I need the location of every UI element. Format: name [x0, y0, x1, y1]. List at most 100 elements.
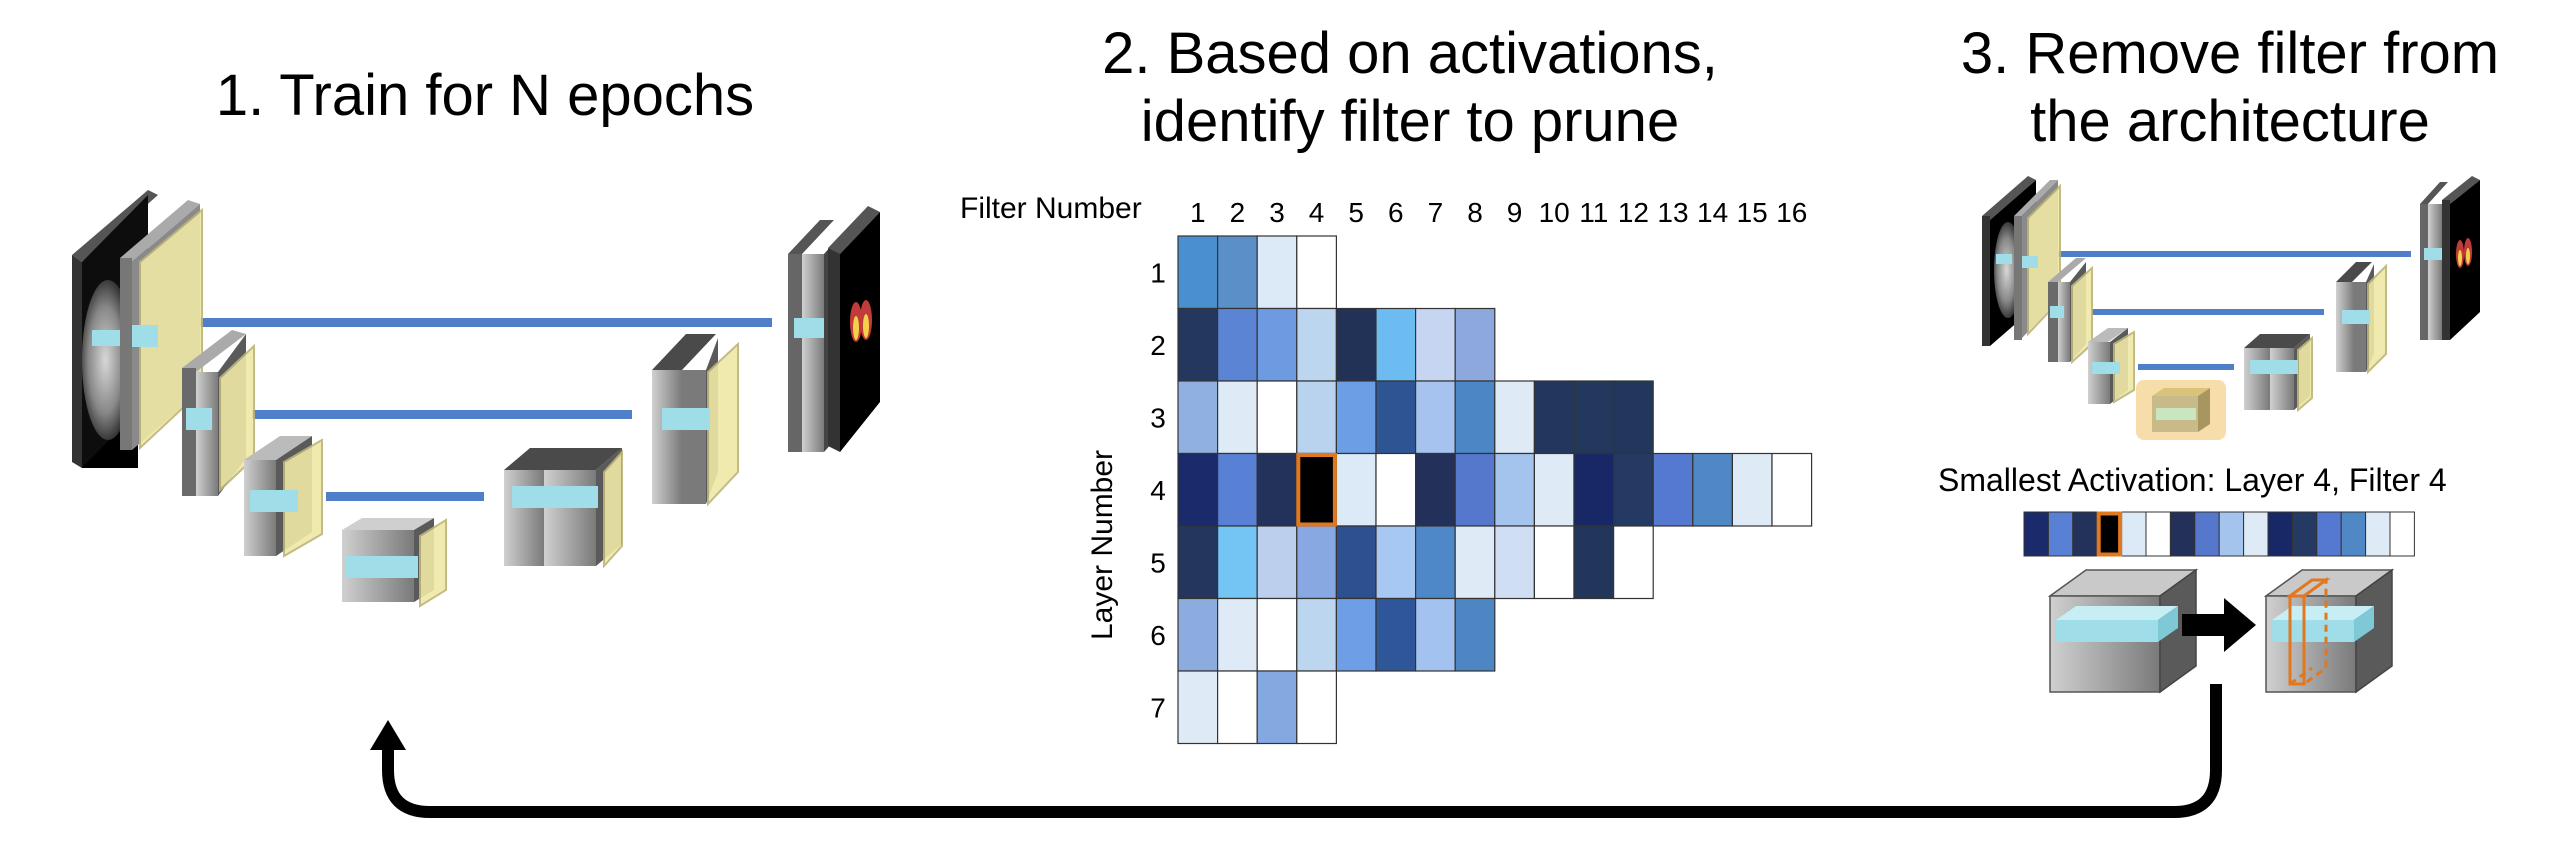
grid-cell-L6-F5 [1335, 597, 1377, 672]
grid-cell-L6-F8 [1454, 597, 1496, 672]
grid-cell-L4-F6 [1375, 452, 1417, 527]
grid-cell-L3-F3 [1256, 380, 1298, 455]
filter-number-tick: 16 [1776, 197, 1807, 228]
grid-cell-L5-F1 [1177, 525, 1219, 600]
grid-cell-L4-F8 [1454, 452, 1496, 527]
strip-cell [2340, 511, 2367, 557]
layer-block-after-pruning [2263, 568, 2395, 694]
decoder-block-3 [2244, 334, 2313, 413]
strip-cell [2389, 511, 2415, 557]
strip-highlight-outline [2096, 511, 2123, 557]
filter-number-tick: 6 [1388, 197, 1404, 228]
decoder-block-1 [788, 220, 840, 452]
grid-cell-L3-F9 [1494, 380, 1536, 455]
grid-cell-L5-F12 [1612, 525, 1654, 600]
grid-cell-L4-F10 [1533, 452, 1575, 527]
grid-cell-L1-F1 [1177, 235, 1219, 310]
grid-cell-L3-F12 [1612, 380, 1654, 455]
step2-title-line2: identify filter to prune [1140, 89, 1680, 154]
filter-number-ticks: 1 2 3 4 5 6 7 8 9 10 11 12 13 14 15 16 [1190, 197, 1807, 228]
strip-cell [2316, 511, 2342, 557]
grid-cell-L1-F3 [1256, 235, 1298, 310]
grid-cell-L5-F11 [1573, 525, 1615, 600]
step3-title: 3. Remove filter from the architecture [1900, 20, 2552, 156]
grid-cell-L4-F9 [1494, 452, 1536, 527]
layer4-activation-strip [2023, 511, 2415, 557]
strip-cell [2365, 511, 2391, 557]
filter-number-tick: 4 [1309, 197, 1325, 228]
step2-title-line1: 2. Based on activations, [1102, 21, 1718, 86]
grid-cell-L7-F3 [1256, 670, 1298, 745]
grid-cell-L5-F5 [1335, 525, 1377, 600]
grid-cell-L4-F14 [1692, 452, 1734, 527]
layer-number-tick: 6 [1150, 620, 1166, 651]
grid-cell-L2-F4 [1296, 307, 1338, 382]
strip-cell [2145, 511, 2171, 557]
filter-number-tick: 2 [1230, 197, 1246, 228]
grid-cell-L4-F4 [1296, 452, 1338, 527]
filter-number-tick: 12 [1618, 197, 1649, 228]
grid-cell-L4-F1 [1177, 452, 1219, 527]
grid-cell-L7-F1 [1177, 670, 1219, 745]
strip-cell [2121, 511, 2147, 557]
unet-architecture-full [72, 190, 880, 608]
grid-cell-L5-F3 [1256, 525, 1298, 600]
decoder-block-2 [652, 334, 739, 507]
filter-number-tick: 11 [1579, 197, 1608, 228]
filter-number-tick: 8 [1467, 197, 1483, 228]
grid-cell-L3-F5 [1335, 380, 1377, 455]
lowest-activation-highlight [1296, 453, 1337, 527]
return-loop-arrow [370, 684, 2222, 818]
skip-connection [2055, 251, 2411, 257]
grid-cell-L4-F5 [1335, 452, 1377, 527]
grid-cell-L2-F2 [1216, 307, 1258, 382]
decoder-block-3 [504, 448, 623, 569]
layer-number-ticks: 1 2 3 4 5 6 7 [1150, 257, 1166, 723]
bottleneck-block-highlighted [2136, 380, 2226, 440]
grid-cell-L5-F6 [1375, 525, 1417, 600]
layer-number-tick: 3 [1150, 402, 1166, 433]
grid-cell-L5-F9 [1494, 525, 1536, 600]
grid-cell-L6-F3 [1256, 597, 1298, 672]
step2-title: 2. Based on activations, identify filter… [1050, 20, 1770, 156]
step3-title-line2: the architecture [2030, 89, 2430, 154]
grid-cell-L2-F7 [1414, 307, 1456, 382]
unet-architecture-pruned [1982, 176, 2480, 440]
output-segmentation [828, 206, 880, 452]
strip-cell [2218, 511, 2245, 557]
grid-cell-L3-F11 [1573, 380, 1615, 455]
grid-cell-L4-F2 [1216, 452, 1258, 527]
removed-filter-outline [2285, 577, 2331, 687]
filter-number-tick: 9 [1507, 197, 1523, 228]
activation-grid [1177, 235, 1813, 745]
filter-number-tick: 14 [1697, 197, 1728, 228]
filter-number-tick: 3 [1269, 197, 1285, 228]
filter-number-tick: 1 [1190, 197, 1206, 228]
arrow-right-icon [2182, 598, 2256, 652]
grid-cell-L5-F8 [1454, 525, 1496, 600]
grid-cell-L5-F2 [1216, 525, 1258, 600]
skip-connection [2138, 364, 2234, 370]
grid-cell-L4-F16 [1771, 452, 1813, 527]
grid-cell-L3-F2 [1216, 380, 1258, 455]
filter-number-tick: 10 [1539, 197, 1570, 228]
grid-cell-L4-F12 [1612, 452, 1654, 527]
layer-block-before-pruning [2047, 568, 2199, 694]
grid-cell-L2-F3 [1256, 307, 1298, 382]
strip-cell [2267, 511, 2293, 557]
grid-cell-L6-F6 [1375, 597, 1417, 672]
strip-cell [2047, 511, 2074, 557]
grid-cell-L4-F15 [1731, 452, 1773, 527]
highlight-cell-outline [1296, 453, 1337, 527]
grid-cell-L2-F6 [1375, 307, 1417, 382]
grid-cell-L3-F1 [1177, 380, 1219, 455]
grid-cell-L5-F4 [1296, 525, 1338, 600]
grid-cell-L5-F10 [1533, 525, 1575, 600]
layer-number-tick: 2 [1150, 330, 1166, 361]
step3-title-line1: 3. Remove filter from [1960, 21, 2500, 86]
grid-cell-L3-F4 [1296, 380, 1338, 455]
grid-cell-L4-F3 [1256, 452, 1298, 527]
layer-number-tick: 5 [1150, 547, 1166, 578]
decoder-block-2 [2336, 262, 2387, 375]
